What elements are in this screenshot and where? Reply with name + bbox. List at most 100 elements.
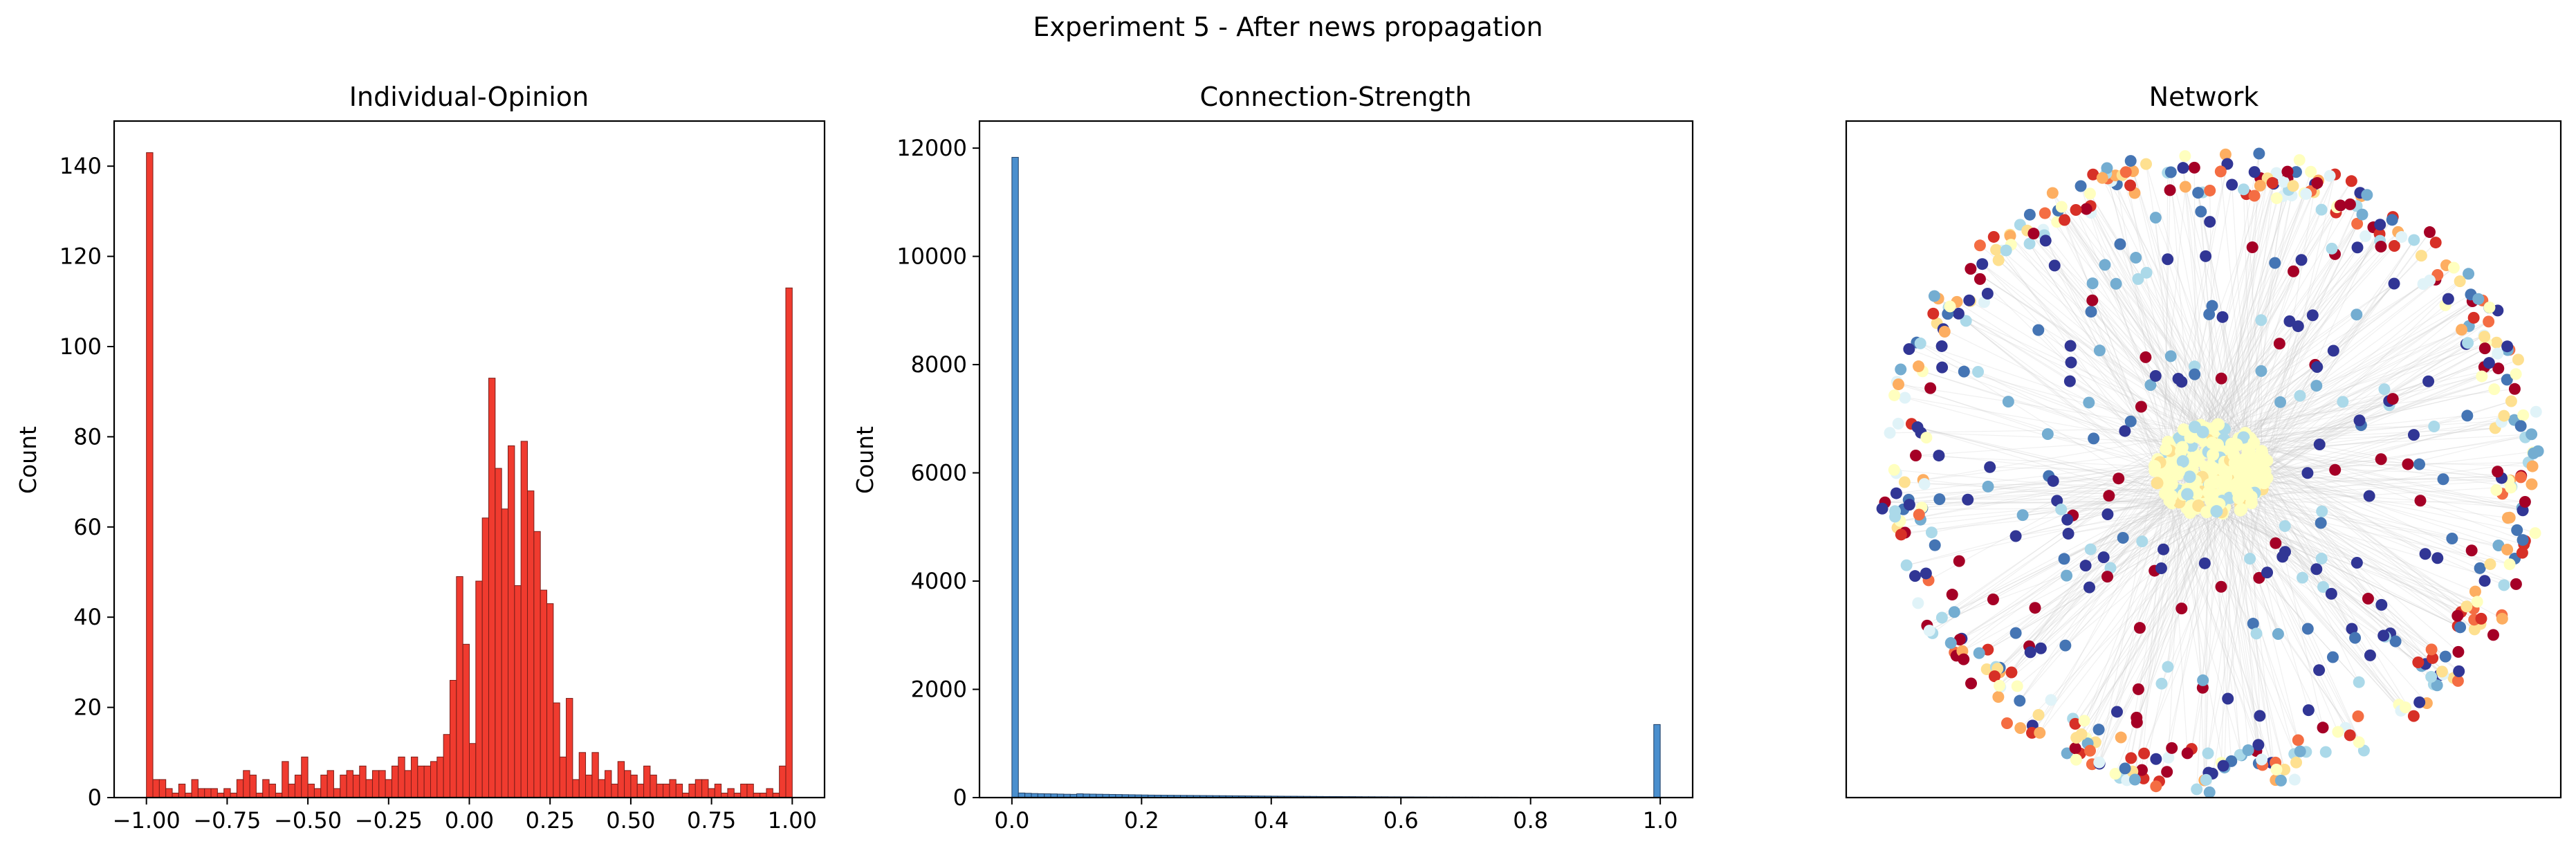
opinion-bar (514, 585, 522, 798)
network-edge (2240, 504, 2517, 585)
network-node (2429, 237, 2442, 249)
network-node (2150, 753, 2162, 765)
opinion-bar (288, 783, 295, 798)
network-node (2029, 602, 2041, 614)
network-edge (2002, 250, 2206, 428)
network-node (2454, 621, 2467, 634)
opinion-bar (779, 765, 786, 798)
network-edge (2239, 239, 2415, 484)
network-node (2476, 370, 2488, 383)
network-node (1924, 382, 1937, 394)
network-node (2140, 266, 2153, 279)
network-node (2252, 739, 2265, 751)
network-node (2254, 710, 2266, 722)
network-frame (1845, 120, 2562, 799)
opinion-bar (746, 783, 754, 798)
network-node (2253, 147, 2265, 160)
network-node (2059, 214, 2071, 226)
network-node (1918, 478, 1931, 490)
opinion-bar (727, 788, 735, 798)
opinion-bar (605, 770, 612, 798)
network-node (1962, 493, 1974, 506)
network-edge (2234, 233, 2380, 463)
network-edge (2232, 466, 2444, 675)
network-edge (1942, 495, 2172, 618)
network-node (2501, 543, 2514, 555)
network-edge (2170, 489, 2263, 766)
network-node (2109, 768, 2122, 780)
network-edge (2202, 483, 2265, 688)
network-edge (2074, 488, 2252, 724)
network-node (1989, 670, 2001, 683)
network-edge (2263, 458, 2432, 677)
opinion-ytick-label: 120 (59, 243, 102, 270)
network-edge (2087, 475, 2174, 744)
opinion-bar (449, 679, 457, 798)
network-edge (2228, 471, 2467, 607)
network-node (2505, 395, 2517, 407)
network-node (1903, 343, 1915, 356)
opinion-bar (378, 770, 386, 798)
network-edge (1970, 268, 2217, 432)
network-node (2266, 176, 2279, 189)
network-node (2272, 627, 2284, 640)
network-edge (2263, 481, 2268, 573)
network-node (2258, 475, 2271, 488)
network-edge (1989, 466, 2179, 473)
network-node (2149, 459, 2162, 472)
opinion-bar (708, 788, 715, 798)
network-node (2203, 478, 2216, 491)
network-node (2514, 471, 2527, 484)
network-node (1913, 360, 1925, 373)
network-edge (2134, 490, 2180, 776)
network-node (2517, 534, 2529, 546)
network-node (1890, 487, 1902, 499)
network-node (2415, 250, 2427, 262)
network-node (2484, 558, 2496, 571)
network-node (2300, 187, 2312, 200)
network-node (2045, 694, 2057, 706)
network-node (2217, 474, 2230, 487)
opinion-histogram-ticks: −1.00 −0.75 −0.50 −0.25 0.00 0.25 0.50 0.75 1.00… (59, 153, 817, 834)
network-node (2039, 207, 2051, 219)
opinion-bar (469, 743, 477, 798)
network-node (2166, 742, 2178, 754)
network-edge (2044, 212, 2267, 479)
network-node (2140, 158, 2153, 170)
network-node (2070, 753, 2082, 766)
network-node (2221, 158, 2234, 170)
network-edge (1915, 436, 2191, 457)
network-node (2351, 217, 2364, 230)
network-node (2241, 459, 2254, 472)
network-node (2311, 361, 2324, 374)
opinion-ytick-label: 140 (59, 153, 102, 179)
network-edge (1987, 498, 2249, 650)
network-node (2274, 774, 2287, 787)
network-edge (2052, 192, 2251, 443)
network-node (1953, 634, 1966, 646)
opinion-bar (643, 765, 651, 798)
network-node (2472, 293, 2485, 305)
network-node (2425, 643, 2438, 656)
network-node (2138, 747, 2151, 760)
network-node (2047, 475, 2059, 487)
network-node (2000, 244, 2012, 257)
network-edge (2080, 185, 2171, 460)
network-node (2294, 745, 2306, 757)
network-edge (2075, 210, 2189, 466)
network-edge (2163, 163, 2228, 459)
network-node (2136, 535, 2149, 548)
network-node (2070, 204, 2082, 217)
network-edge (2253, 214, 2363, 443)
network-edge (2136, 511, 2207, 723)
network-node (2117, 532, 2129, 544)
network-edge (2252, 273, 2469, 486)
network-edge (2246, 232, 2431, 486)
network-node (2503, 558, 2516, 571)
network-node (2069, 717, 2081, 730)
opinion-bar (236, 779, 244, 798)
network-node (2386, 214, 2398, 226)
network-node (1948, 606, 1960, 618)
network-node (2087, 168, 2099, 181)
network-edge (2224, 474, 2234, 768)
